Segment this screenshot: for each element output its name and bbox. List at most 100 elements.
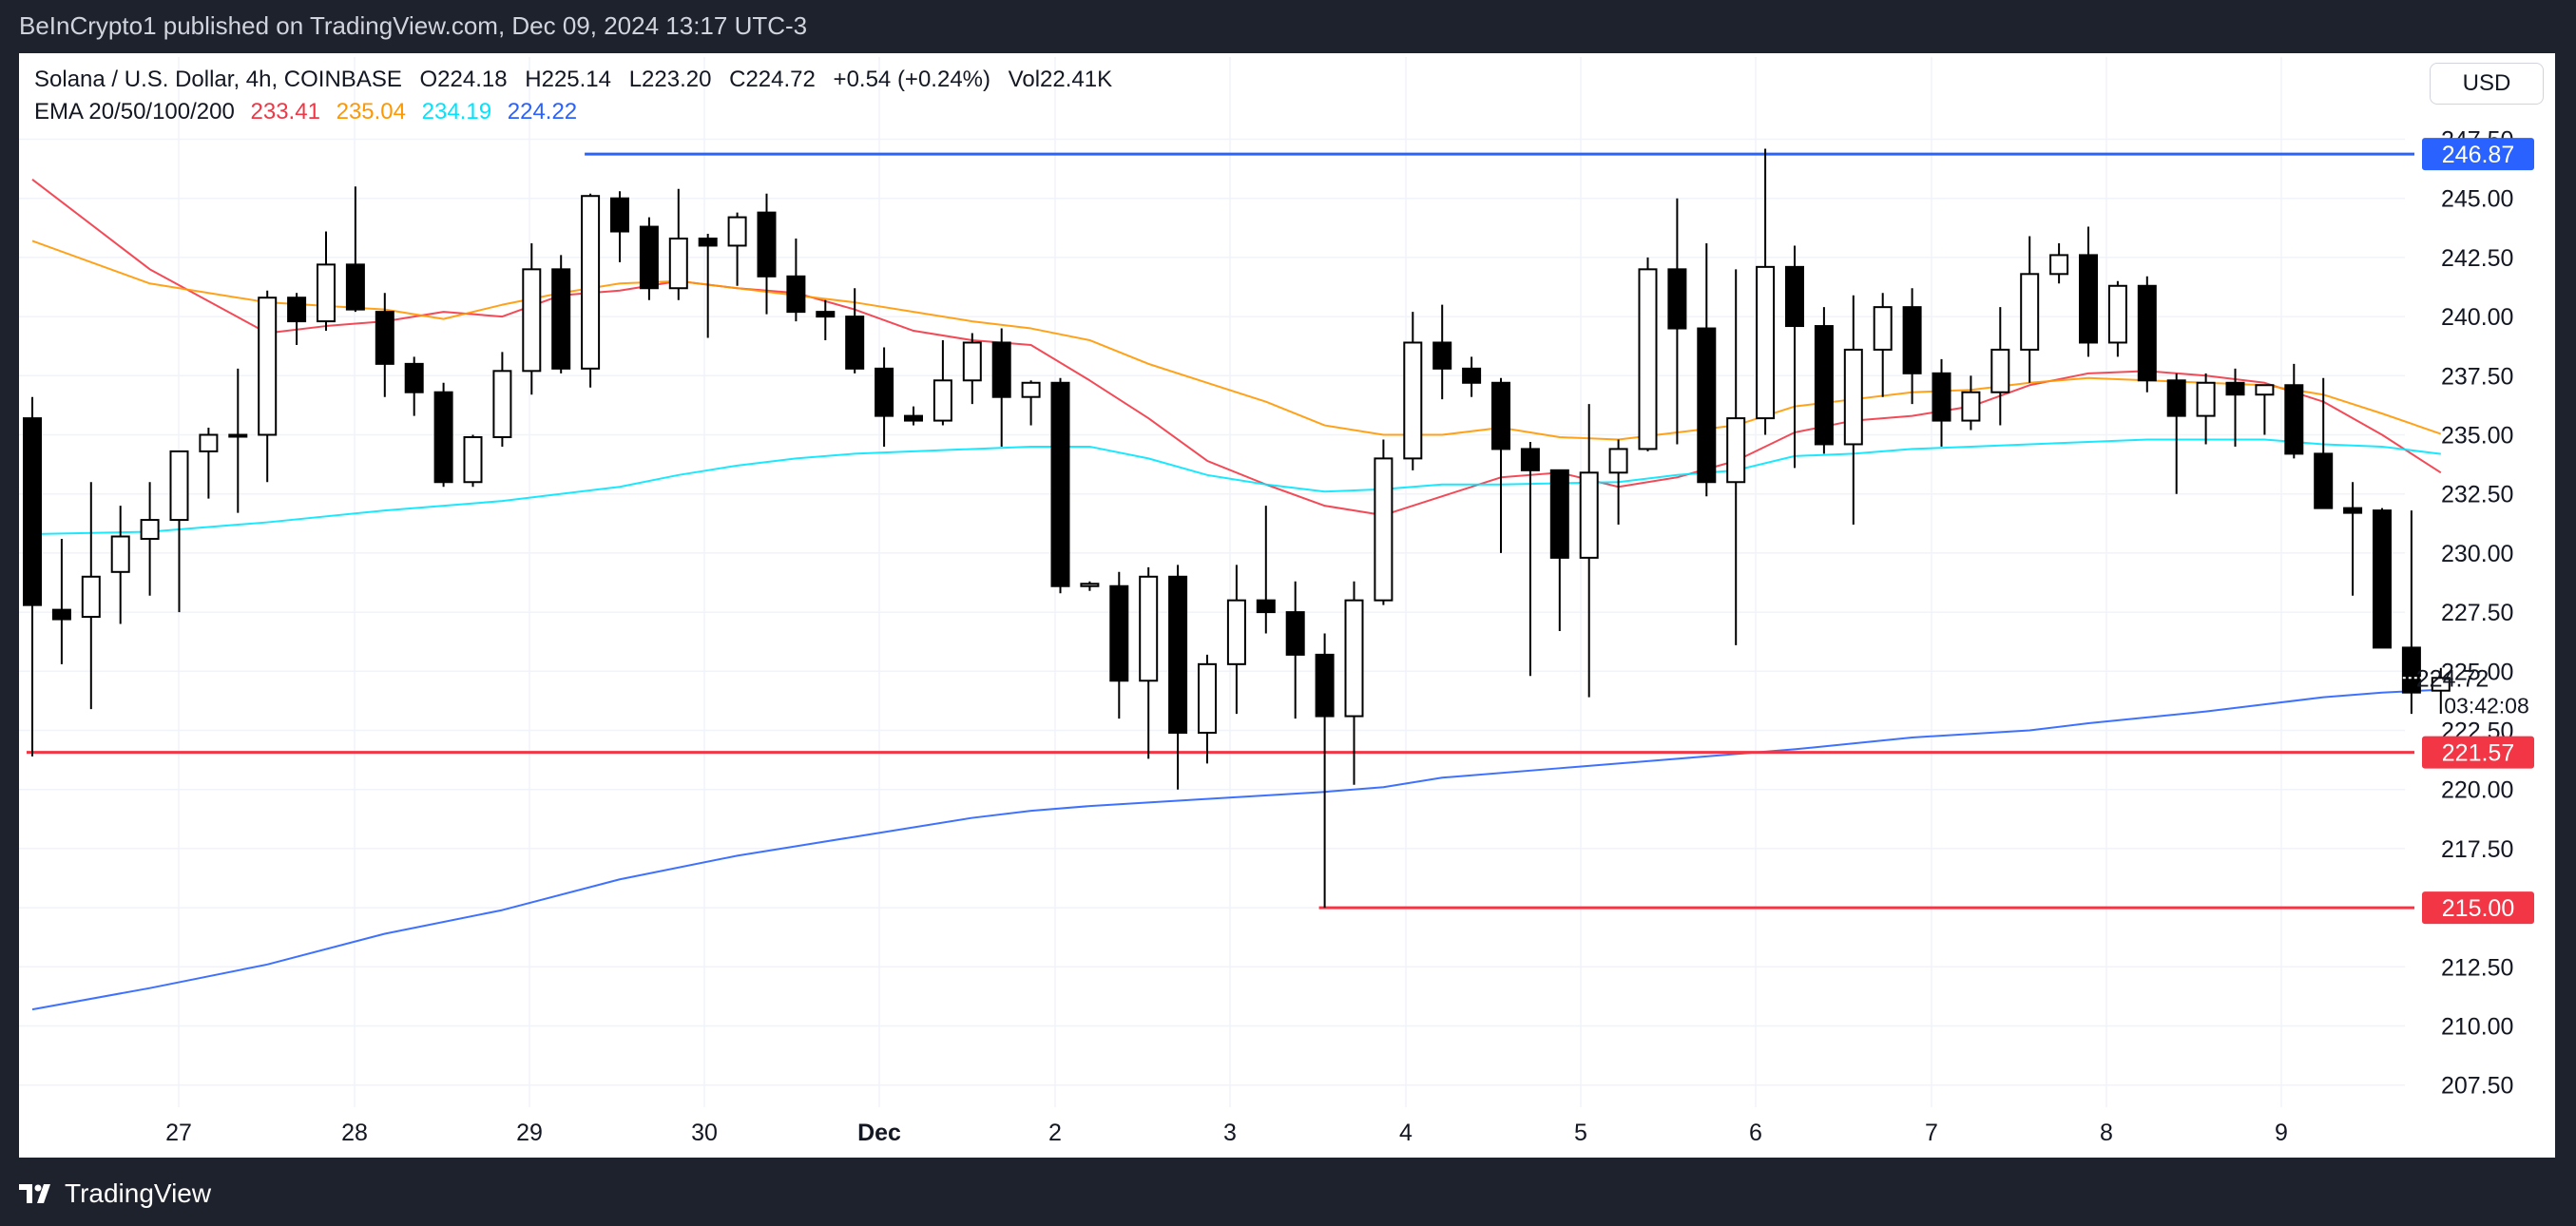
candle-body-up [727, 216, 747, 247]
candle-body-down [1050, 381, 1070, 587]
ohlc-close: C224.72 [729, 67, 816, 92]
candle-body-up [2020, 273, 2040, 351]
tradingview-logo[interactable]: TradingView [19, 1178, 211, 1209]
candle-body-up [1990, 348, 2010, 393]
price-tick-label: 217.50 [2441, 836, 2513, 863]
price-tick-label: 245.00 [2441, 186, 2513, 213]
ema50-value: 235.04 [336, 99, 406, 125]
candle-body-down [639, 225, 659, 290]
price-axis: 247.50245.00242.50240.00237.50235.00232.… [2441, 127, 2513, 1100]
time-axis: 27 28 29 30 Dec 2 3 4 5 6 7 8 9 [165, 1120, 2288, 1146]
candle-body-up [932, 379, 952, 422]
candle-body-down [23, 417, 42, 606]
level-tag-label: 215.00 [2442, 895, 2514, 922]
last-price-label: 224.72 [2416, 665, 2489, 692]
candle-body-up [1756, 265, 1776, 420]
chart-grid [19, 57, 2405, 1107]
ema-legend[interactable]: EMA 20/50/100/200 233.41 235.04 234.19 2… [34, 99, 586, 125]
candle-body-down [551, 268, 571, 370]
time-tick-label: 30 [691, 1120, 718, 1146]
candle-body-up [1638, 268, 1658, 450]
price-tick-label: 227.50 [2441, 600, 2513, 626]
candle-body-down [991, 341, 1011, 398]
footer-bar: TradingView [0, 1158, 2576, 1226]
candle-body-up [581, 195, 601, 370]
time-tick-label: 9 [2275, 1120, 2288, 1146]
level-tag-label: 221.57 [2442, 740, 2514, 767]
level-tag-support-2 [2422, 891, 2534, 925]
candle-body-down [1697, 327, 1717, 484]
ema-line-ema100 [31, 438, 2441, 535]
candle-body-down [2373, 509, 2392, 649]
time-tick-label: 7 [1925, 1120, 1938, 1146]
candle-body-up [1726, 417, 1746, 484]
candle-body-down [1109, 584, 1129, 682]
candle-body-up [2107, 284, 2127, 344]
symbol-legend: Solana / U.S. Dollar, 4h, COINBASE O224.… [34, 67, 1124, 93]
candle-body-down [2284, 384, 2304, 455]
candle-body-up [2196, 381, 2216, 417]
ema200-value: 224.22 [507, 99, 578, 125]
candle-body-down [2225, 381, 2245, 396]
candle-body-down [1520, 448, 1540, 471]
time-tick-label: 5 [1574, 1120, 1587, 1146]
candle-body-down [1491, 381, 1510, 450]
level-tag-resistance [2422, 138, 2534, 171]
candle-body-down [2401, 646, 2421, 694]
candle-body-down [375, 311, 394, 365]
price-tick-label: 210.00 [2441, 1014, 2513, 1041]
price-tick-label: 212.50 [2441, 954, 2513, 981]
chart-panel[interactable] [19, 53, 2555, 1158]
candle-body-down [2314, 452, 2334, 509]
price-tick-label: 220.00 [2441, 777, 2513, 804]
candle-body-up [1608, 448, 1628, 474]
price-tick-label: 240.00 [2441, 304, 2513, 331]
volume-value: Vol22.41K [1008, 67, 1113, 92]
candle-body-down [287, 297, 307, 323]
time-tick-label: 29 [516, 1120, 543, 1146]
candle-body-down [698, 238, 718, 247]
price-tick-label: 225.00 [2441, 659, 2513, 685]
time-tick-label: 6 [1749, 1120, 1762, 1146]
candle-body-down [845, 316, 865, 370]
candles [23, 148, 2451, 909]
price-tick-label: 242.50 [2441, 245, 2513, 272]
level-tag-label: 246.87 [2442, 142, 2514, 168]
currency-button[interactable]: USD [2430, 63, 2544, 105]
candle-body-up [1403, 341, 1423, 460]
candle-body-up [317, 263, 336, 323]
candle-body-down [875, 367, 894, 417]
candle-body-up [463, 435, 483, 484]
tradingview-brand: TradingView [65, 1178, 212, 1208]
candle-body-down [904, 414, 923, 422]
time-tick-label: 2 [1048, 1120, 1062, 1146]
candle-body-down [2137, 284, 2157, 382]
candle-body-up [169, 450, 189, 522]
candle-body-up [1873, 306, 1893, 351]
candle-body-down [1432, 341, 1452, 370]
candle-body-down [404, 362, 424, 393]
candle-body-down [1168, 575, 1188, 734]
candle-body-up [81, 575, 101, 619]
candle-body-up [962, 341, 982, 382]
candle-body-down [1785, 265, 1804, 328]
price-tick-label: 232.50 [2441, 482, 2513, 508]
candle-body-up [1961, 391, 1981, 422]
top-bar: BeInCrypto1 published on TradingView.com… [0, 0, 2576, 53]
candle-body-up [1080, 583, 1100, 587]
candle-body-down [816, 311, 836, 318]
price-tick-label: 230.00 [2441, 541, 2513, 567]
symbol-name: Solana / U.S. Dollar, 4h, COINBASE [34, 67, 402, 92]
price-tick-label: 237.50 [2441, 363, 2513, 390]
candle-body-up [2431, 677, 2451, 692]
candle-body-up [492, 370, 512, 438]
candle-body-up [228, 433, 248, 438]
price-tick-label: 235.00 [2441, 423, 2513, 450]
candle-body-up [140, 519, 160, 540]
candle-body-down [2079, 254, 2098, 344]
candle-body-up [2255, 384, 2275, 396]
ohlc-high: H225.14 [525, 67, 612, 92]
candle-body-down [1315, 653, 1335, 718]
